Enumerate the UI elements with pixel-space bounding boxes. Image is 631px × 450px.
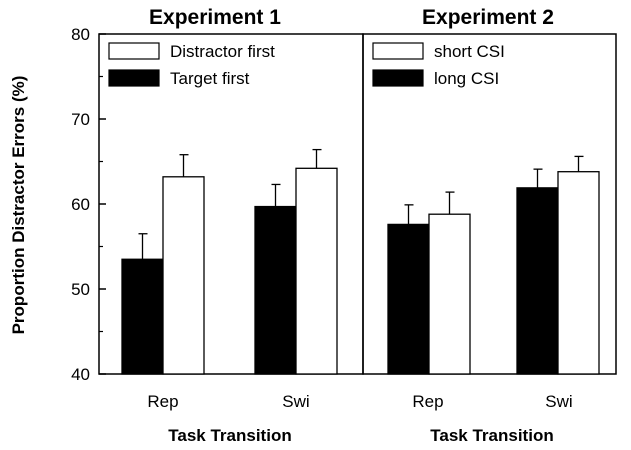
bar-target-first-swi: [254, 205, 297, 375]
bar-distractor-first-rep: [162, 176, 205, 375]
bar-long-csi-rep: [387, 223, 430, 375]
legend-swatch-target-first: [108, 69, 160, 87]
legend-label-long-csi: long CSI: [434, 69, 499, 88]
x-tick-label-rep-exp2: Rep: [412, 392, 443, 411]
y-tick-label: 40: [71, 365, 90, 384]
legend-exp1: Distractor first Target first: [108, 42, 275, 88]
x-tick-label-rep-exp1: Rep: [147, 392, 178, 411]
x-axis-label-exp2: Task Transition: [430, 426, 553, 445]
tick-marks: [99, 33, 106, 375]
x-axis-label-exp1: Task Transition: [168, 426, 291, 445]
y-tick-label: 50: [71, 280, 90, 299]
legend-label-short-csi: short CSI: [434, 42, 505, 61]
y-tick-label: 60: [71, 195, 90, 214]
bar-short-csi-rep: [428, 213, 471, 375]
y-axis-label: Proportion Distractor Errors (%): [9, 76, 28, 335]
bar-distractor-first-swi: [295, 167, 338, 375]
bars: [121, 148, 600, 375]
bar-target-first-rep: [121, 258, 164, 375]
x-tick-label-swi-exp2: Swi: [545, 392, 572, 411]
y-tick-label: 70: [71, 110, 90, 129]
legend-swatch-distractor-first: [108, 42, 160, 60]
legend-swatch-long-csi: [372, 69, 424, 87]
y-axis-ticks: 40 50 60 70 80: [71, 25, 90, 384]
legend-exp2: short CSI long CSI: [372, 42, 505, 88]
panel-2-frame: [362, 33, 617, 375]
panel-2-title: Experiment 2: [422, 6, 554, 29]
legend-label-target-first: Target first: [170, 69, 250, 88]
x-tick-label-swi-exp1: Swi: [282, 392, 309, 411]
bar-short-csi-swi: [557, 171, 600, 375]
panel-1-title: Experiment 1: [149, 6, 281, 29]
y-tick-label: 80: [71, 25, 90, 44]
legend-label-distractor-first: Distractor first: [170, 42, 275, 61]
legend-swatch-short-csi: [372, 42, 424, 60]
bar-long-csi-swi: [516, 187, 559, 375]
